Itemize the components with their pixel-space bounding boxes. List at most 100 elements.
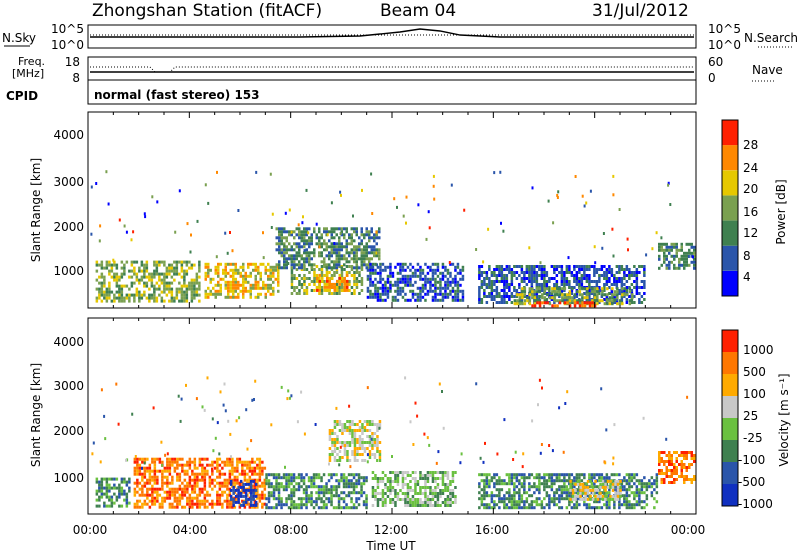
data-cell — [670, 460, 673, 463]
data-cell — [213, 478, 217, 482]
data-cell — [538, 265, 541, 268]
data-cell — [565, 494, 569, 498]
data-cell — [345, 257, 348, 261]
data-cell — [297, 485, 301, 489]
data-cell — [196, 481, 199, 485]
data-cell — [525, 268, 529, 271]
data-cell — [419, 474, 422, 477]
data-cell — [416, 501, 420, 504]
data-cell — [325, 266, 328, 270]
data-cell — [693, 460, 696, 463]
data-cell — [503, 298, 506, 301]
data-cell — [626, 237, 629, 241]
data-cell — [365, 476, 368, 480]
data-cell — [366, 274, 370, 278]
data-cell — [285, 248, 288, 252]
data-cell — [645, 503, 649, 507]
data-cell — [190, 233, 192, 237]
data-cell — [583, 500, 586, 504]
data-cell — [510, 292, 514, 295]
data-cell — [226, 460, 229, 464]
data-cell — [510, 479, 514, 483]
data-cell — [376, 426, 379, 429]
data-cell — [548, 476, 551, 480]
data-cell — [343, 444, 347, 447]
data-cell — [171, 475, 174, 479]
data-cell — [283, 257, 286, 261]
data-cell — [675, 248, 678, 252]
data-cell — [405, 195, 408, 199]
data-cell — [588, 289, 591, 292]
data-cell — [221, 472, 224, 476]
data-cell — [363, 236, 366, 240]
data-cell — [370, 437, 373, 441]
data-cell — [520, 268, 524, 271]
data-cell — [548, 479, 551, 483]
data-cell — [620, 485, 624, 489]
data-cell — [566, 390, 569, 394]
data-cell — [331, 285, 334, 289]
data-cell — [620, 289, 624, 292]
data-cell — [346, 444, 349, 447]
data-cell — [608, 268, 611, 271]
data-cell — [310, 500, 313, 504]
data-cell — [498, 265, 501, 268]
data-cell — [503, 500, 506, 504]
date-label: 31/Jul/2012 — [592, 1, 689, 21]
nave-tick-top: 60 — [708, 55, 723, 69]
data-cell — [576, 299, 579, 303]
data-cell — [290, 506, 293, 510]
data-cell — [575, 506, 579, 510]
data-cell — [352, 506, 356, 510]
data-cell — [438, 382, 441, 386]
data-cell — [693, 263, 696, 267]
data-cell — [337, 497, 341, 501]
data-cell — [553, 277, 556, 280]
data-cell — [292, 491, 296, 495]
data-cell — [573, 506, 576, 510]
data-cell — [478, 491, 481, 495]
data-cell — [508, 506, 511, 510]
data-cell — [317, 473, 321, 477]
data-cell — [165, 293, 169, 297]
data-cell — [343, 279, 346, 283]
data-cell — [668, 451, 671, 454]
data-cell — [253, 481, 257, 485]
data-cell — [518, 286, 521, 289]
data-cell — [598, 500, 601, 504]
data-cell — [257, 268, 260, 272]
data-cell — [100, 489, 104, 493]
data-cell — [561, 287, 564, 291]
data-cell — [598, 479, 601, 483]
data-cell — [98, 290, 101, 294]
data-cell — [345, 271, 349, 274]
data-cell — [588, 265, 591, 268]
data-cell — [530, 271, 534, 274]
data-cell — [275, 497, 278, 501]
data-cell — [353, 459, 357, 462]
data-cell — [325, 227, 328, 231]
data-cell — [105, 495, 109, 499]
data-cell — [573, 265, 576, 268]
data-cell — [560, 497, 564, 501]
data-cell — [213, 502, 217, 506]
data-cell — [668, 460, 671, 463]
data-cell — [498, 292, 501, 295]
power-cb-tick: 20 — [743, 182, 758, 196]
data-cell — [515, 479, 519, 483]
data-cell — [414, 271, 417, 275]
data-cell — [583, 268, 586, 271]
velocity-cells — [91, 376, 696, 510]
data-cell — [409, 420, 412, 424]
data-cell — [257, 280, 260, 284]
data-cell — [615, 298, 619, 301]
data-cell — [376, 292, 380, 296]
data-cell — [138, 481, 142, 485]
data-cell — [305, 248, 308, 252]
data-cell — [370, 257, 373, 261]
data-cell — [343, 236, 346, 240]
data-cell — [461, 298, 465, 302]
data-cell — [272, 476, 276, 480]
data-cell — [188, 505, 192, 509]
